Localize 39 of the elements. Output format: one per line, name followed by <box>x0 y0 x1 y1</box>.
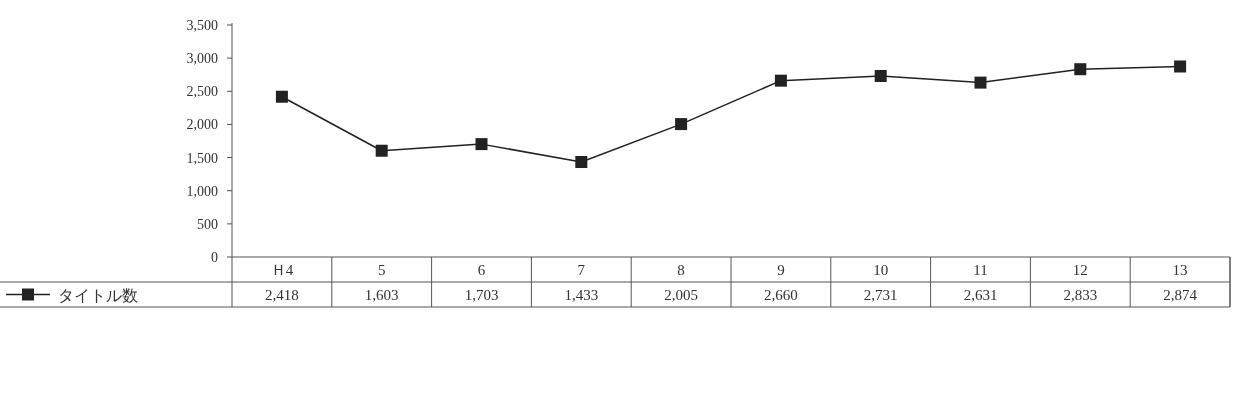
data-label: 1,603 <box>364 287 399 303</box>
point <box>974 76 987 89</box>
y-tick-label: 3,000 <box>186 51 218 67</box>
y-tick-label: 1,500 <box>186 150 218 166</box>
point <box>575 156 588 169</box>
data-label: 1,433 <box>564 287 599 303</box>
point <box>1074 63 1087 76</box>
x-tick-label: 13 <box>1172 262 1188 278</box>
x-tick-label: 5 <box>377 262 386 278</box>
point <box>874 69 887 82</box>
y-tick-label: 1,000 <box>186 183 218 199</box>
point <box>675 118 688 131</box>
x-tick-label: Ｈ4 <box>270 262 294 278</box>
x-tick-label: 11 <box>973 262 988 278</box>
x-tick-label: 9 <box>777 262 785 278</box>
point <box>1174 60 1187 73</box>
data-label: 2,660 <box>764 287 798 303</box>
data-label: 1,703 <box>464 287 499 303</box>
y-tick-label: 3,500 <box>186 18 218 33</box>
x-tick-label: 12 <box>1072 262 1088 278</box>
y-tick-label: 2,000 <box>186 117 218 133</box>
y-tick-label: 0 <box>211 250 218 265</box>
data-label: 2,731 <box>863 287 898 303</box>
data-label: 2,833 <box>1063 287 1098 303</box>
data-label: 2,631 <box>963 287 998 303</box>
point <box>375 144 388 157</box>
y-tick-label: 2,500 <box>186 84 218 100</box>
legend-label: タイトル数 <box>58 286 138 304</box>
data-label: 2,005 <box>664 287 698 303</box>
x-tick-label: 7 <box>577 262 586 278</box>
data-label: 2,418 <box>265 287 299 303</box>
x-tick-label: 8 <box>677 262 685 278</box>
point <box>275 90 288 103</box>
data-label: 2,874 <box>1163 287 1198 303</box>
y-tick-label: 500 <box>197 216 218 232</box>
x-tick-label: 6 <box>477 262 486 278</box>
point <box>475 138 488 151</box>
x-tick-label: 10 <box>873 262 889 278</box>
point <box>774 74 787 87</box>
